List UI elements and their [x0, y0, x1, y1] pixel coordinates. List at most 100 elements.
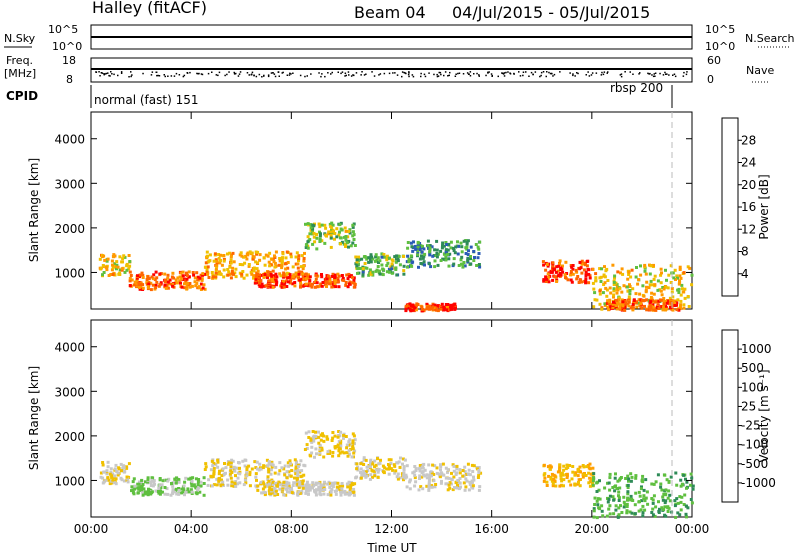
colorbar-tick-label: 16: [741, 200, 756, 214]
nave-dot: [620, 75, 623, 78]
echo-cell: [290, 469, 294, 472]
echo-cell: [679, 299, 683, 303]
echo-cell: [168, 282, 172, 286]
echo-cell: [376, 475, 380, 479]
echo-cell: [304, 489, 308, 493]
echo-cell: [663, 307, 667, 311]
y-tick-label: 3000: [54, 385, 85, 399]
echo-cell: [435, 255, 439, 259]
echo-cell: [180, 487, 184, 491]
echo-cell: [371, 257, 375, 261]
echo-cell: [101, 476, 105, 480]
echo-cell: [310, 440, 314, 444]
echo-cell: [609, 291, 613, 295]
echo-cell: [542, 473, 546, 477]
echo-cell: [308, 284, 312, 288]
echo-cell: [211, 464, 215, 468]
nave-dot: [518, 71, 520, 73]
echo-cell: [451, 463, 455, 467]
echo-cell: [307, 281, 311, 285]
nave-dot: [457, 72, 459, 75]
echo-cell: [654, 308, 658, 312]
echo-cell: [475, 264, 479, 267]
echo-cell: [660, 293, 664, 297]
nave-dot: [101, 72, 104, 74]
echo-cell: [106, 476, 110, 480]
echo-cell: [345, 492, 349, 496]
nave-tick-top: 60: [707, 54, 721, 67]
echo-cell: [279, 274, 283, 278]
echo-cell: [176, 478, 180, 481]
nave-dot: [420, 75, 422, 78]
echo-cell: [271, 483, 275, 486]
echo-cell: [306, 240, 310, 244]
echo-cell: [251, 257, 255, 261]
echo-cell: [659, 267, 663, 271]
nave-dot: [600, 74, 603, 76]
echo-cell: [212, 462, 216, 465]
echo-cell: [649, 303, 653, 307]
echo-cell: [477, 247, 481, 251]
echo-cell: [418, 477, 421, 480]
echo-cell: [406, 241, 410, 244]
echo-cell: [672, 276, 676, 280]
nave-dot: [509, 73, 512, 75]
nave-dot: [569, 72, 571, 74]
echo-cell: [631, 306, 635, 310]
echo-cell: [110, 268, 114, 272]
echo-cell: [181, 274, 185, 278]
echo-cell: [359, 462, 363, 466]
echo-cell: [314, 280, 318, 284]
echo-cell: [147, 280, 151, 284]
echo-cell: [552, 477, 556, 481]
echo-cell: [427, 485, 431, 489]
echo-cell: [105, 265, 108, 269]
echo-cell: [314, 491, 318, 494]
echo-cell: [682, 271, 686, 275]
echo-cell: [680, 283, 684, 287]
echo-cell: [319, 493, 323, 497]
echo-cell: [215, 260, 219, 263]
echo-cell: [206, 265, 210, 269]
nsky-tick-top: 10^5: [48, 23, 78, 36]
echo-cell: [322, 485, 326, 489]
echo-cell: [338, 236, 342, 240]
nave-dot: [619, 74, 622, 76]
echo-cell: [673, 301, 677, 305]
echo-cell: [273, 471, 277, 475]
echo-cell: [588, 476, 592, 480]
echo-cell: [190, 490, 194, 494]
echo-cell: [99, 471, 103, 475]
echo-cell: [641, 511, 645, 515]
echo-cell: [222, 254, 226, 257]
echo-cell: [146, 476, 150, 480]
echo-cell: [598, 267, 602, 271]
echo-cell: [556, 470, 560, 474]
echo-cell: [435, 466, 439, 470]
nave-dot: [318, 72, 320, 74]
echo-cell: [168, 278, 172, 282]
echo-cell: [111, 263, 114, 267]
echo-cell: [420, 250, 424, 254]
echo-cell: [232, 465, 236, 469]
echo-cell: [584, 274, 588, 277]
echo-cell: [326, 274, 330, 278]
echo-cell: [330, 228, 333, 232]
echo-cell: [127, 254, 131, 257]
nave-dot: [546, 71, 548, 73]
nave-dot: [120, 72, 123, 74]
echo-cell: [428, 253, 432, 257]
echo-cell: [217, 272, 221, 276]
echo-cell: [312, 224, 316, 228]
echo-cell: [125, 268, 129, 272]
echo-cell: [377, 467, 381, 471]
echo-cell: [469, 255, 472, 258]
echo-cell: [129, 274, 133, 277]
nave-dot: [207, 72, 210, 75]
echo-cell: [326, 437, 330, 441]
echo-cell: [592, 287, 596, 291]
echo-cell: [284, 273, 288, 277]
echo-cell: [425, 476, 429, 480]
echo-cell: [440, 472, 444, 476]
echo-cell: [331, 485, 335, 488]
